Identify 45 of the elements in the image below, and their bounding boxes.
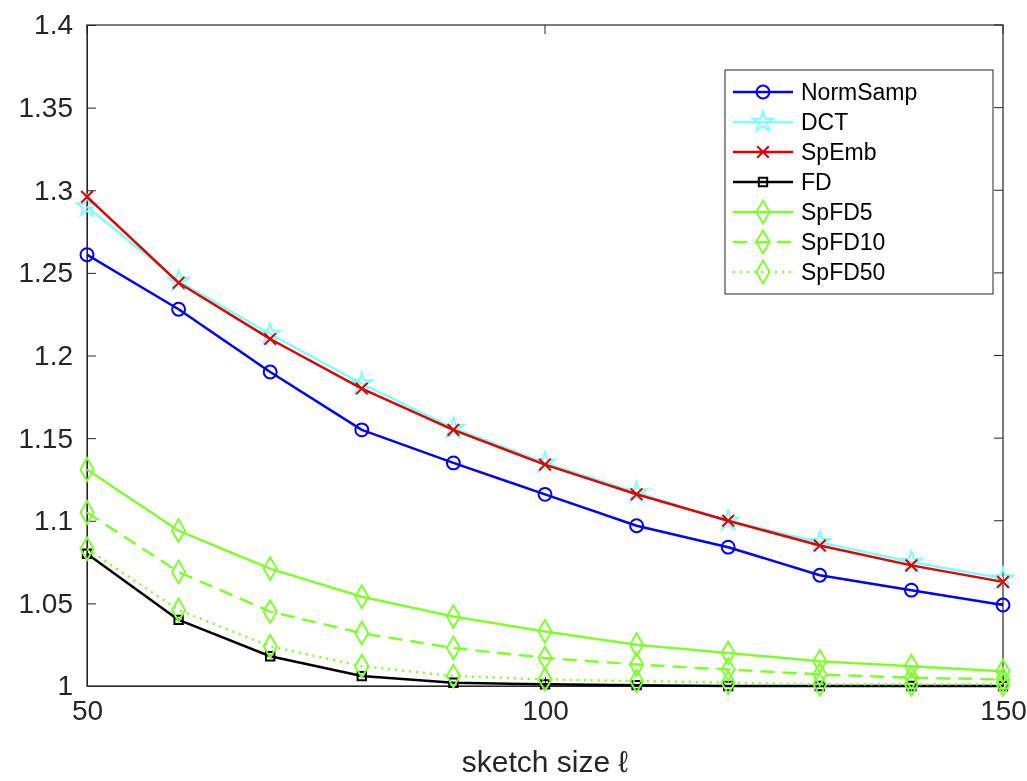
y-tick-label: 1.3 — [34, 174, 73, 206]
point — [903, 582, 919, 598]
point — [265, 651, 276, 662]
point — [80, 190, 94, 204]
point — [448, 677, 459, 688]
point — [991, 566, 1015, 589]
y-tick-label: 1.15 — [18, 422, 73, 454]
point — [445, 455, 461, 471]
point — [262, 364, 278, 380]
point — [808, 530, 832, 552]
point — [812, 567, 828, 583]
y-tick-label: 1.25 — [18, 257, 73, 289]
point — [75, 195, 99, 217]
x-axis-title: sketch size ℓ — [461, 745, 629, 778]
y-tick-label: 1.4 — [34, 9, 73, 41]
x-tick-label: 150 — [980, 694, 1027, 726]
x-tick-label: 50 — [71, 694, 104, 726]
x-tick-label: 100 — [522, 694, 569, 726]
y-tick-label: 1.1 — [34, 505, 73, 537]
legend-label: NormSamp — [801, 79, 918, 105]
legend-label: SpFD5 — [801, 199, 873, 225]
point — [720, 539, 736, 555]
point — [79, 247, 95, 263]
point — [442, 416, 465, 438]
point — [716, 507, 742, 532]
point — [900, 550, 923, 572]
y-tick-label: 1 — [57, 670, 73, 702]
point — [171, 301, 187, 317]
legend-label: SpEmb — [801, 139, 877, 165]
legend-label: SpFD10 — [801, 229, 886, 255]
point — [167, 269, 190, 291]
point — [995, 597, 1011, 613]
point — [629, 518, 645, 534]
y-tick-label: 1.35 — [18, 92, 73, 124]
legend-label: DCT — [801, 109, 849, 135]
point — [625, 480, 648, 503]
legend-label: SpFD50 — [801, 259, 886, 285]
point — [173, 614, 184, 626]
point — [354, 422, 370, 438]
point — [356, 670, 367, 682]
point — [533, 451, 557, 473]
legend-label: FD — [801, 169, 832, 195]
y-tick-label: 1.2 — [34, 339, 73, 371]
point — [537, 486, 553, 502]
y-tick-label: 1.05 — [18, 587, 73, 619]
